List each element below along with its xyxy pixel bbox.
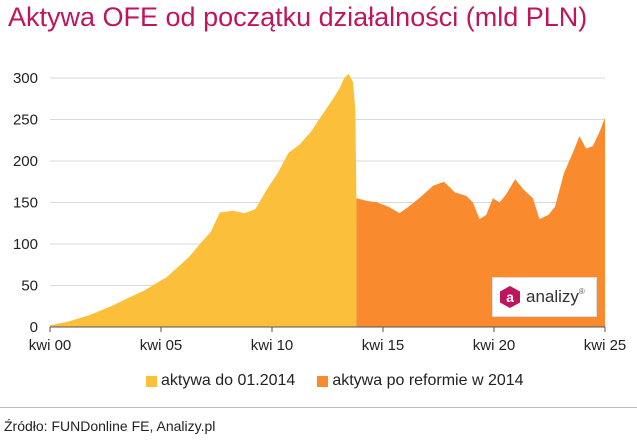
x-tick-label: kwi 05 (140, 337, 183, 354)
legend-item-series-2: aktywa po reformie w 2014 (317, 372, 524, 390)
legend-item-series-1: aktywa do 01.2014 (146, 372, 295, 390)
area-series-1 (50, 73, 357, 328)
analizy-logo-icon: a (500, 286, 520, 308)
series-areas (50, 73, 605, 328)
x-tick-label: kwi 20 (473, 337, 516, 354)
x-tick-label: kwi 15 (362, 337, 405, 354)
area-series-2 (356, 117, 605, 327)
x-tick-label: kwi 10 (251, 337, 294, 354)
legend: aktywa do 01.2014 aktywa po reformie w 2… (146, 372, 546, 390)
y-tick-label: 200 (13, 153, 38, 170)
y-tick-label: 0 (30, 319, 38, 336)
analizy-logo-text: analizy® (526, 287, 585, 306)
y-tick-label: 50 (21, 278, 38, 295)
legend-label-series-1: aktywa do 01.2014 (161, 372, 296, 389)
y-tick-label: 250 (13, 112, 38, 129)
legend-swatch-series-1 (146, 375, 157, 387)
y-tick-label: 100 (13, 236, 38, 253)
y-tick-label: 150 (13, 195, 38, 212)
x-tick-label: kwi 00 (29, 337, 72, 354)
source-note: Źródło: FUNDonline FE, Analizy.pl (4, 418, 216, 434)
area-chart: 0 50 100 150 200 250 300 kwi 00 kwi 05 kwi 10 kwi … (13, 70, 626, 354)
chart-title: Aktywa OFE od początku działalności (mld… (8, 2, 588, 32)
footer-divider (0, 407, 637, 408)
legend-label-series-2: aktywa po reformie w 2014 (332, 372, 524, 389)
legend-swatch-series-2 (317, 375, 329, 387)
y-tick-label: 300 (13, 70, 38, 87)
axes: 0 50 100 150 200 250 300 kwi 00 kwi 05 kwi 10 kwi … (13, 70, 626, 354)
analizy-logo: a analizy® (492, 277, 597, 317)
x-tick-label: kwi 25 (584, 337, 627, 354)
